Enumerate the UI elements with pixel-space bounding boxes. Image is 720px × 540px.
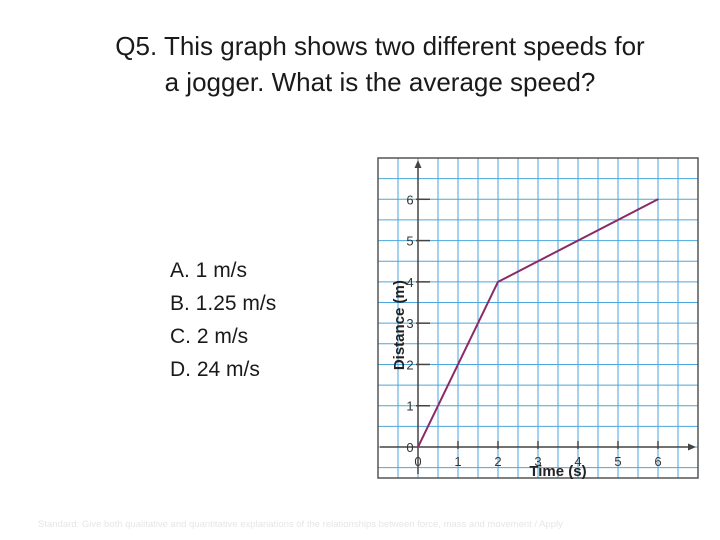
choice-a: A. 1 m/s: [170, 259, 248, 282]
chart-series: [417, 198, 659, 448]
plot-frame: [377, 157, 699, 479]
y-tick-label: 1: [406, 399, 413, 414]
x-tick-label: 4: [574, 454, 581, 469]
x-tick-label: 3: [534, 454, 541, 469]
y-tick-label: 2: [406, 357, 413, 372]
choice-c: C. 2 m/s: [170, 325, 249, 348]
y-tick-label: 4: [406, 275, 413, 290]
standard-footnote: Standard: Give both qualitative and quan…: [38, 519, 563, 530]
choice-b: B. 1.25 m/s: [170, 292, 277, 315]
x-tick-label: 1: [454, 454, 461, 469]
x-tick-label: 2: [494, 454, 501, 469]
y-axis-arrow: [414, 160, 422, 168]
y-tick-label: 3: [406, 316, 413, 331]
series-point: [497, 281, 499, 283]
series-point: [657, 198, 659, 201]
question-line-1: Q5. This graph shows two different speed…: [115, 31, 645, 61]
x-tick-label: 5: [614, 454, 621, 469]
chart-axes: [380, 160, 696, 474]
x-tick-label: 6: [654, 454, 661, 469]
y-tick-label: 0: [406, 440, 413, 455]
question-line-2: a jogger. What is the average speed?: [164, 67, 596, 97]
y-tick-label: 6: [406, 192, 413, 207]
y-axis-label: Distance (m): [391, 280, 408, 370]
choice-d: D. 24 m/s: [170, 358, 260, 381]
x-axis-arrow: [688, 443, 696, 451]
question-text: Q5. This graph shows two different speed…: [40, 28, 720, 100]
y-tick-label: 5: [406, 234, 413, 249]
chart-ticks: 0 1 2 3 4 5 6 0 1 2 3 4 5 6: [406, 192, 661, 469]
x-axis-label: Time (s): [529, 463, 586, 480]
series-point: [417, 446, 419, 448]
x-tick-label: 0: [414, 454, 421, 469]
answer-choices: A. 1 m/s B. 1.25 m/s C. 2 m/s D. 24 m/s: [170, 254, 276, 386]
